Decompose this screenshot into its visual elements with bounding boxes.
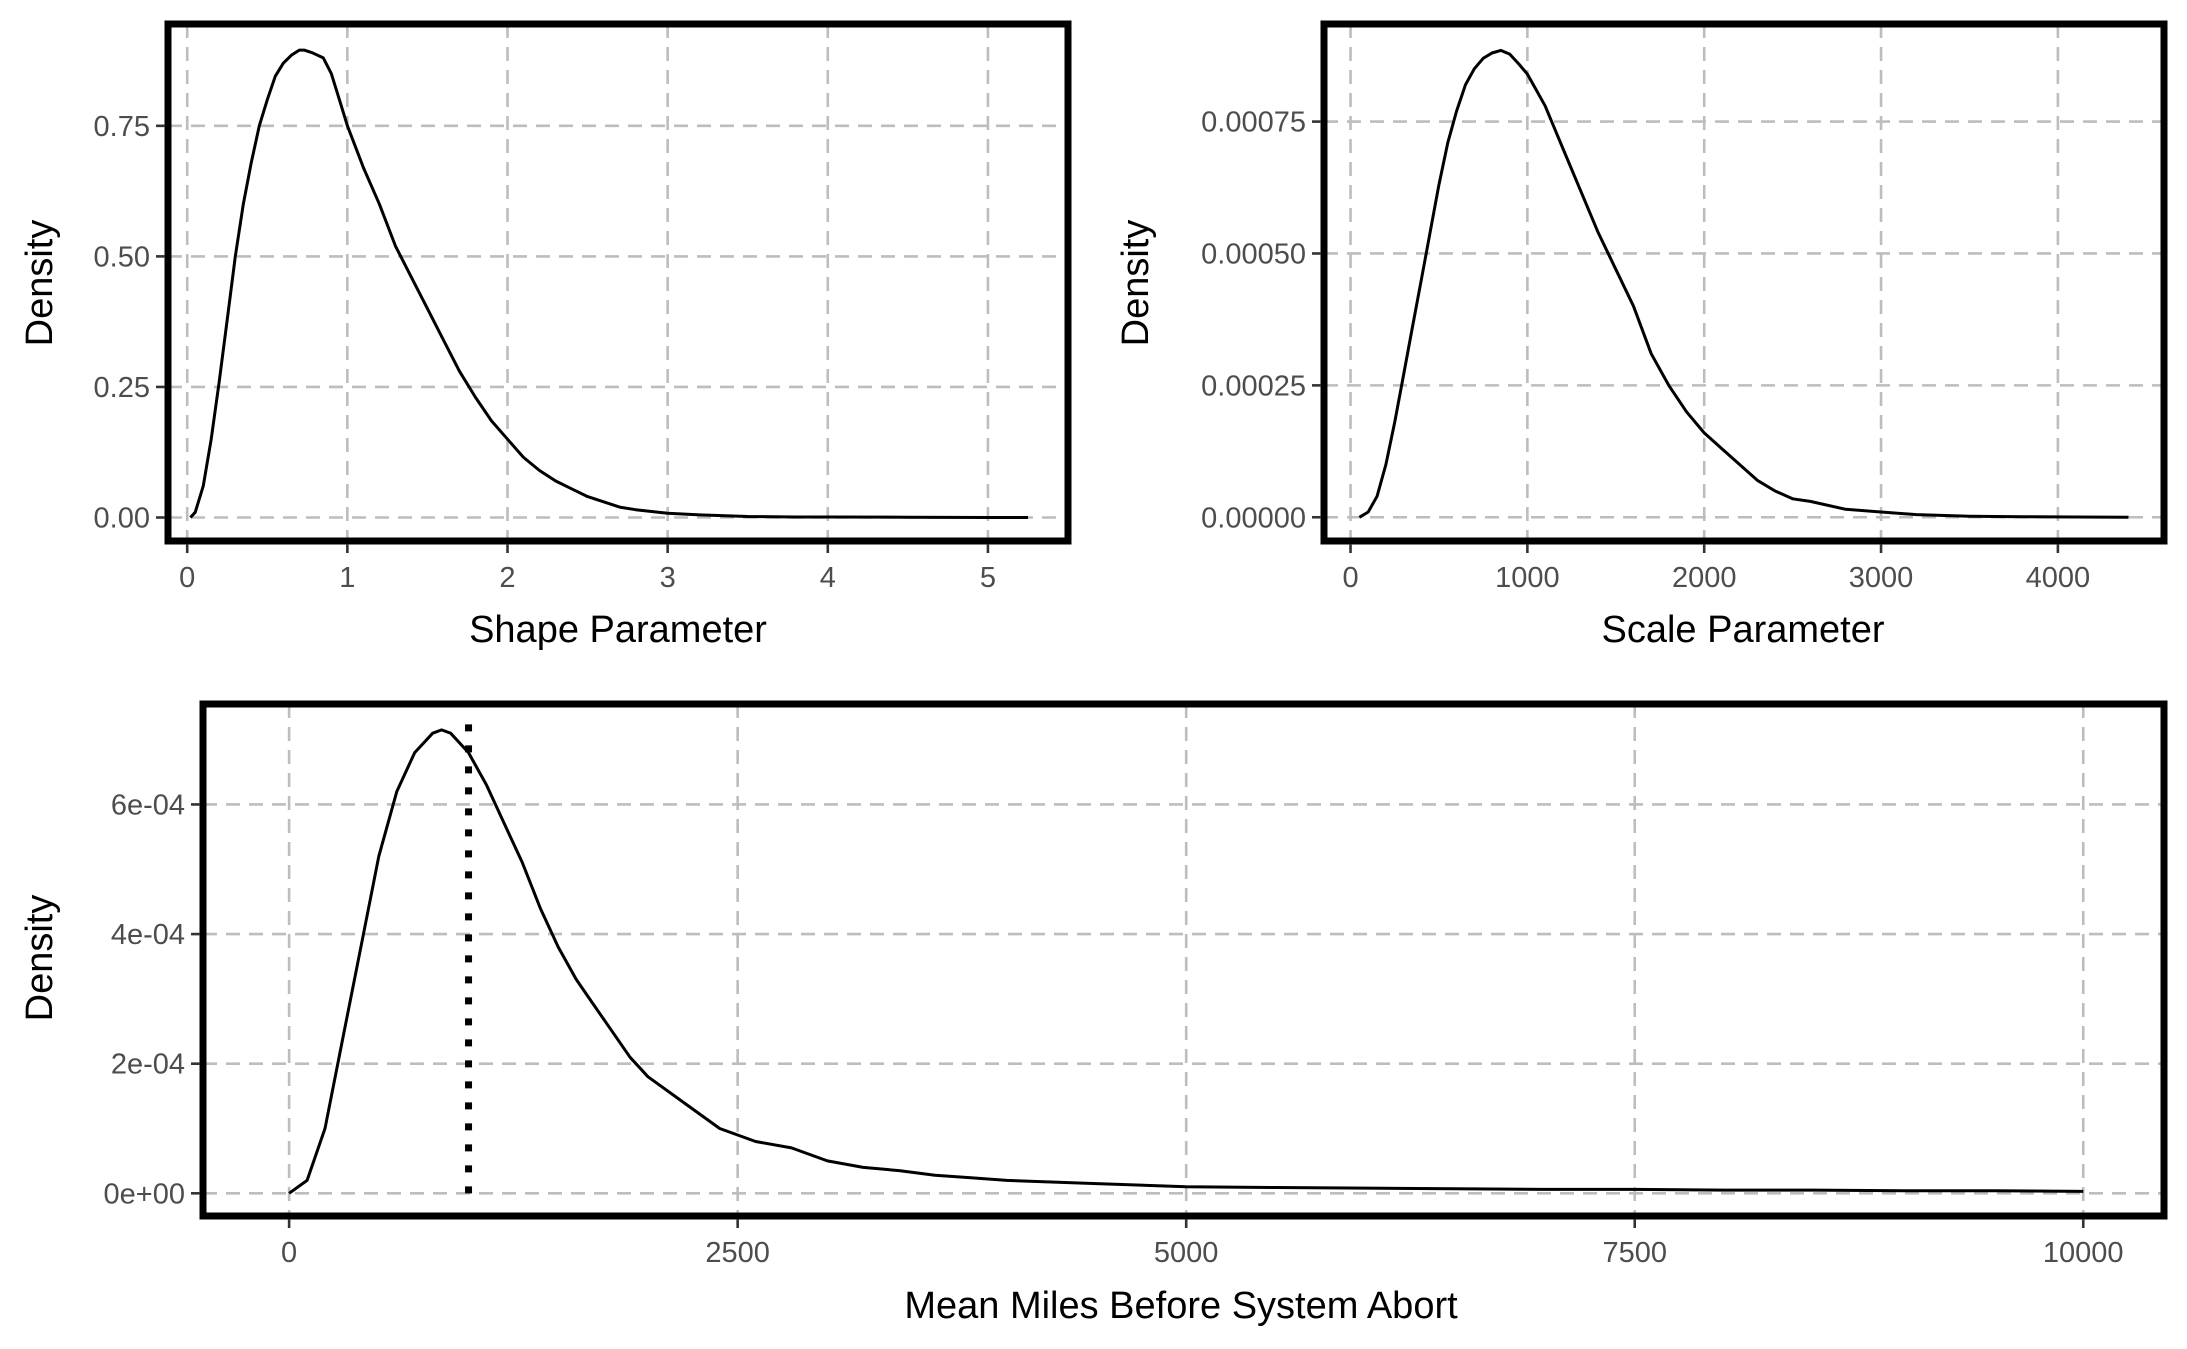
- panel-border-scale: [1320, 20, 2168, 545]
- ylabel-scale: Density: [1115, 220, 1157, 347]
- grid-mean-miles: [203, 704, 2164, 1216]
- x-tick-label-mean-miles-0: 0: [281, 1237, 297, 1269]
- x-tick-label-mean-miles-3: 7500: [1602, 1237, 1667, 1269]
- xlabel-shape: Shape Parameter: [469, 609, 767, 651]
- y-tick-label-scale-0: 0.00000: [1201, 502, 1306, 534]
- panel-mean-miles: Density Mean Miles Before System Abort 0…: [19, 700, 2168, 1327]
- x-tick-label-mean-miles-1: 2500: [705, 1237, 770, 1269]
- panel-border-shape: [164, 20, 1072, 545]
- y-tick-label-mean-miles-0: 0e+00: [104, 1178, 185, 1210]
- x-tick-label-scale-3: 3000: [1849, 562, 1914, 594]
- xlabel-mean-miles: Mean Miles Before System Abort: [904, 1285, 1458, 1327]
- grid-shape: [168, 24, 1068, 541]
- y-tick-label-shape-3: 0.75: [94, 111, 150, 143]
- x-tick-label-scale-2: 2000: [1672, 562, 1737, 594]
- y-tick-label-scale-1: 0.00025: [1201, 370, 1306, 402]
- x-tick-label-shape-4: 4: [820, 562, 836, 594]
- grid-scale: [1324, 24, 2164, 541]
- panel-border-mean-miles: [199, 700, 2168, 1220]
- x-tick-label-shape-1: 1: [339, 562, 355, 594]
- x-tick-label-scale-1: 1000: [1495, 562, 1560, 594]
- y-tick-label-scale-3: 0.00075: [1201, 107, 1306, 139]
- density-curve-shape: [189, 48, 1028, 519]
- y-tick-label-scale-2: 0.00050: [1201, 238, 1306, 270]
- panel-shape: Density Shape Parameter 0 1 2 3 4 5 0.00 0.25 0.…: [19, 20, 1072, 651]
- x-tick-label-scale-0: 0: [1342, 562, 1358, 594]
- x-tick-label-scale-4: 4000: [2026, 562, 2091, 594]
- y-tick-label-shape-0: 0.00: [94, 503, 150, 535]
- ylabel-mean-miles: Density: [19, 895, 61, 1022]
- x-tick-label-mean-miles-4: 10000: [2043, 1237, 2124, 1269]
- panel-scale: Density Scale Parameter 0 1000 2000 3000 400…: [1115, 20, 2168, 651]
- y-tick-label-shape-1: 0.25: [94, 372, 150, 404]
- y-tick-label-mean-miles-1: 2e-04: [111, 1049, 185, 1081]
- x-tick-label-shape-2: 2: [499, 562, 515, 594]
- xlabel-scale: Scale Parameter: [1601, 609, 1884, 651]
- x-tick-label-shape-3: 3: [660, 562, 676, 594]
- x-tick-label-mean-miles-2: 5000: [1154, 1237, 1219, 1269]
- density-curve-scale: [1358, 48, 2129, 519]
- x-tick-label-shape-0: 0: [179, 562, 195, 594]
- y-tick-label-mean-miles-2: 4e-04: [111, 919, 185, 951]
- y-tick-label-mean-miles-3: 6e-04: [111, 789, 185, 821]
- y-tick-label-shape-2: 0.50: [94, 241, 150, 273]
- ylabel-shape: Density: [19, 220, 61, 347]
- x-tick-label-shape-5: 5: [980, 562, 996, 594]
- density-curve-mean-miles: [288, 728, 2084, 1195]
